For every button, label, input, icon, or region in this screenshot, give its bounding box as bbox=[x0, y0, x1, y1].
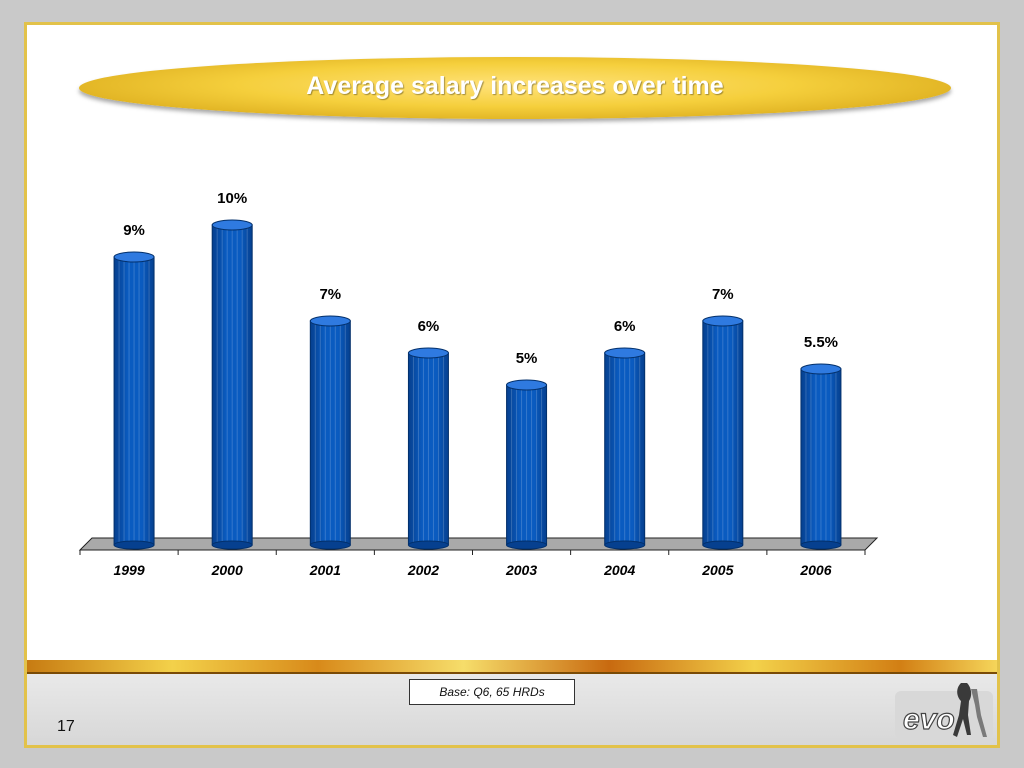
data-label-2002: 6% bbox=[418, 318, 440, 335]
x-tick-label-2006: 2006 bbox=[799, 562, 831, 578]
bar-2005 bbox=[702, 320, 744, 546]
slide-title: Average salary increases over time bbox=[306, 71, 724, 100]
data-label-1999: 9% bbox=[123, 222, 145, 239]
bar-top-2006 bbox=[800, 363, 842, 375]
bar-base-2003 bbox=[506, 540, 548, 550]
bar-2002 bbox=[407, 352, 449, 546]
bar-top-2005 bbox=[702, 315, 744, 327]
stripe-divider bbox=[27, 672, 997, 674]
bar-top-2004 bbox=[604, 347, 646, 359]
slide: Average salary increases over time 9% 199… bbox=[24, 22, 1000, 748]
bar-top-2002 bbox=[407, 347, 449, 359]
data-label-2004: 6% bbox=[614, 318, 636, 335]
data-label-2003: 5% bbox=[516, 350, 538, 367]
bar-base-2001 bbox=[309, 540, 351, 550]
bar-base-1999 bbox=[113, 540, 155, 550]
bar-base-2000 bbox=[211, 540, 253, 550]
bar-top-2000 bbox=[211, 219, 253, 231]
bar-base-2002 bbox=[407, 540, 449, 550]
x-tick-label-2003: 2003 bbox=[505, 562, 537, 578]
x-tick-label-2005: 2005 bbox=[701, 562, 733, 578]
logo-wordmark: evo bbox=[903, 703, 955, 736]
bar-1999 bbox=[113, 256, 155, 546]
data-label-2001: 7% bbox=[319, 286, 341, 303]
base-note: Base: Q6, 65 HRDs bbox=[409, 679, 575, 705]
bar-base-2006 bbox=[800, 540, 842, 550]
data-label-2000: 10% bbox=[217, 190, 247, 207]
bar-base-2004 bbox=[604, 540, 646, 550]
bar-top-2001 bbox=[309, 315, 351, 327]
bar-2004 bbox=[604, 352, 646, 546]
bar-2003 bbox=[506, 384, 548, 546]
x-tick-label-2000: 2000 bbox=[211, 562, 243, 578]
x-tick-label-1999: 1999 bbox=[113, 562, 144, 578]
x-tick-label-2004: 2004 bbox=[603, 562, 635, 578]
data-label-2005: 7% bbox=[712, 286, 734, 303]
x-tick-label-2002: 2002 bbox=[407, 562, 439, 578]
x-tick-label-2001: 2001 bbox=[309, 562, 341, 578]
title-banner: Average salary increases over time bbox=[79, 57, 951, 119]
bar-2006 bbox=[800, 368, 842, 546]
bar-top-1999 bbox=[113, 251, 155, 263]
bar-chart: 9% 1999 10% 2000 7% 2001 6% 2002 5% 2003 6% 2004 7% 2… bbox=[78, 190, 879, 578]
chart-floor bbox=[78, 537, 879, 551]
bar-top-2003 bbox=[506, 379, 548, 391]
bar-base-2005 bbox=[702, 540, 744, 550]
data-label-2006: 5.5% bbox=[804, 334, 838, 351]
evo-logo: evo bbox=[895, 683, 993, 739]
decorative-stripe bbox=[27, 660, 997, 672]
footer: Base: Q6, 65 HRDs 17 evo bbox=[27, 674, 997, 745]
page-number: 17 bbox=[57, 718, 75, 735]
